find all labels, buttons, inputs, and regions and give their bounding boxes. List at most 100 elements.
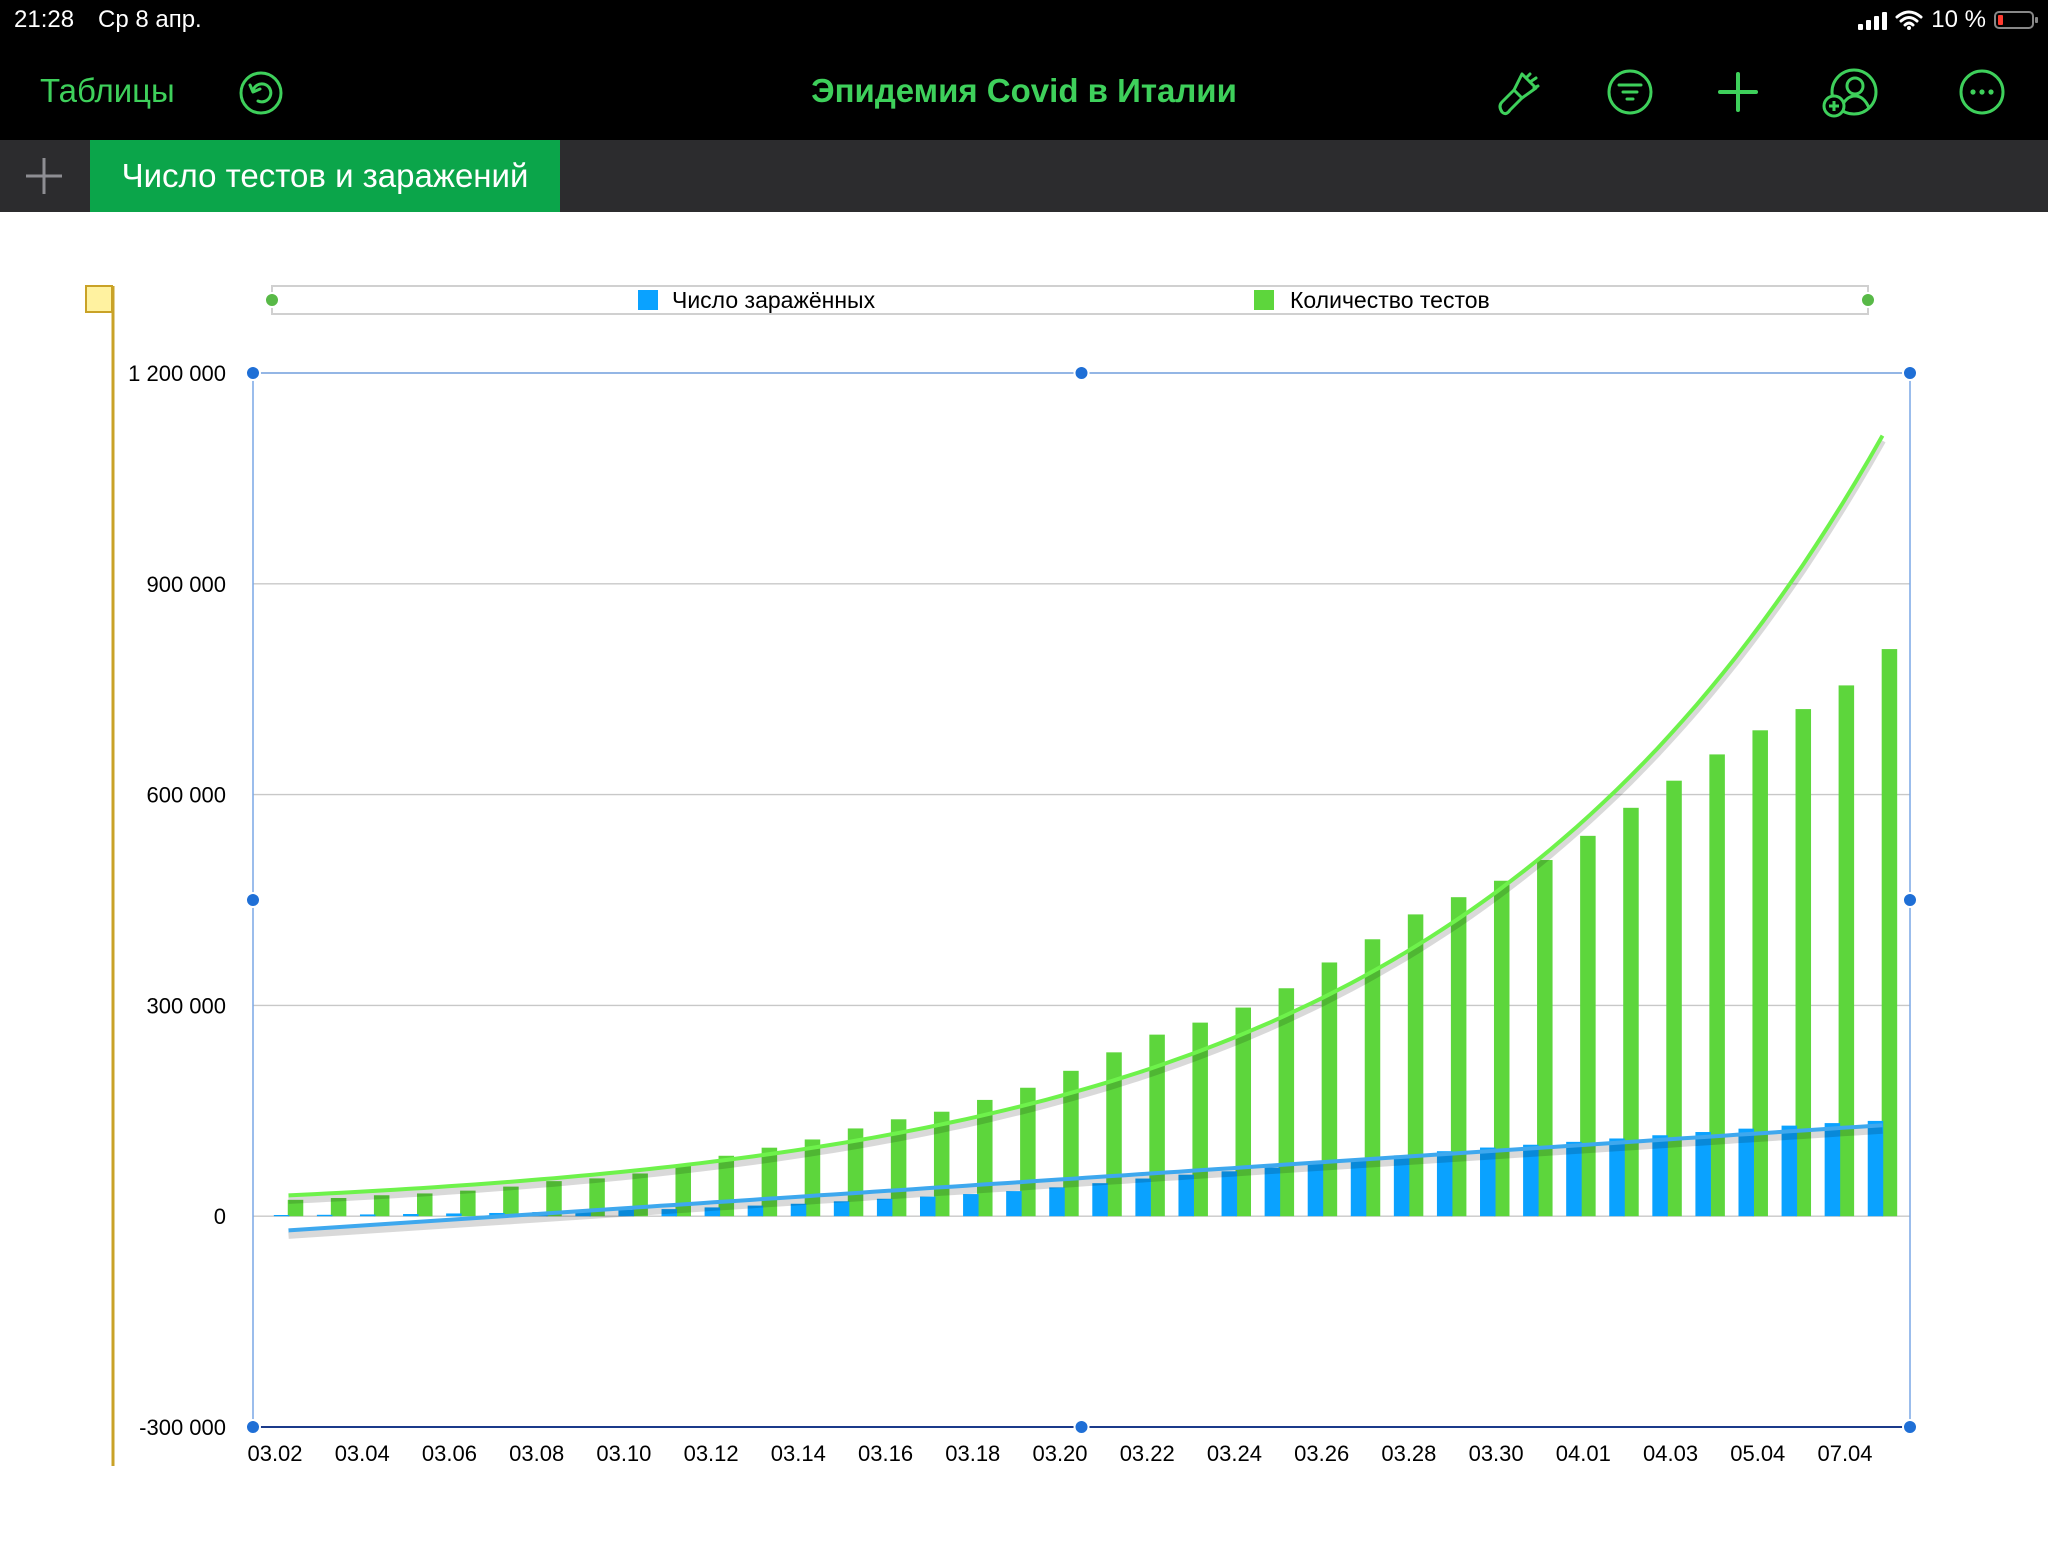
- x-tick-label: 03.14: [771, 1441, 826, 1466]
- chart[interactable]: Число заражённых Количество тестов 1 200…: [0, 212, 2048, 1536]
- bar-infected: [446, 1213, 462, 1217]
- bar-tests: [1192, 1022, 1208, 1217]
- battery-percent: 10 %: [1931, 6, 1986, 33]
- resize-handle[interactable]: [245, 365, 261, 381]
- bar-tests: [1407, 914, 1424, 1217]
- bar-infected: [403, 1214, 419, 1217]
- y-tick-label: 300 000: [146, 993, 226, 1018]
- x-tick-label: 05.04: [1730, 1441, 1785, 1466]
- bar-tests: [546, 1181, 562, 1217]
- bar-infected: [1695, 1132, 1711, 1217]
- row-header-handle[interactable]: [85, 285, 113, 313]
- bar-tests: [1623, 807, 1639, 1217]
- battery-icon: [1994, 11, 2038, 29]
- bar-infected: [273, 1215, 290, 1217]
- bar-infected: [661, 1209, 678, 1217]
- bar-infected: [1135, 1178, 1151, 1217]
- y-axis-labels: 1 200 000 900 000 600 000 300 000 0 -300 000: [128, 361, 226, 1440]
- resize-handle[interactable]: [1902, 892, 1918, 908]
- trendlines: [288, 434, 1886, 1239]
- bar-infected: [876, 1198, 893, 1217]
- bar-infected: [1609, 1138, 1625, 1217]
- bar-infected: [1221, 1171, 1238, 1217]
- bar-infected: [747, 1205, 764, 1217]
- bar-infected: [1480, 1147, 1496, 1217]
- cellular-signal-icon: [1858, 10, 1888, 30]
- bar-tests: [417, 1193, 433, 1217]
- filter-icon[interactable]: [1606, 68, 1654, 116]
- y-tick-label: 600 000: [146, 783, 226, 808]
- bar-infected: [704, 1207, 721, 1217]
- bar-tests: [1795, 709, 1812, 1217]
- bar-infected: [489, 1212, 505, 1217]
- add-sheet-icon[interactable]: [0, 140, 88, 212]
- bar-infected: [1436, 1151, 1453, 1217]
- bar-tests: [589, 1178, 605, 1217]
- bar-infected: [1523, 1144, 1539, 1217]
- bar-infected: [1178, 1174, 1194, 1217]
- bar-infected: [919, 1196, 936, 1217]
- x-tick-label: 03.04: [335, 1441, 390, 1466]
- plus-icon[interactable]: [1714, 68, 1762, 116]
- legend[interactable]: Число заражённых Количество тестов: [264, 285, 1876, 315]
- format-brush-icon[interactable]: [1492, 68, 1544, 120]
- x-tick-label: 04.03: [1643, 1441, 1698, 1466]
- bar-tests: [1020, 1087, 1036, 1217]
- bar-tests: [373, 1195, 390, 1217]
- resize-handle[interactable]: [245, 892, 261, 908]
- x-axis-labels: 03.02 03.04 03.06 03.08 03.10 03.12 03.14 03.16…: [247, 1441, 1872, 1466]
- bar-infected: [790, 1203, 807, 1217]
- bar-infected: [1006, 1191, 1022, 1217]
- x-tick-label: 03.24: [1207, 1441, 1262, 1466]
- x-tick-label: 07.04: [1817, 1441, 1872, 1466]
- y-tick-label: 1 200 000: [128, 361, 226, 386]
- resize-handle[interactable]: [1902, 1419, 1918, 1435]
- bar-tests: [1666, 780, 1682, 1217]
- legend-label-tests: Количество тестов: [1290, 287, 1490, 313]
- bar-infected: [1350, 1159, 1367, 1217]
- x-tick-label: 03.18: [945, 1441, 1000, 1466]
- bar-infected: [1738, 1128, 1754, 1217]
- bar-tests: [1881, 649, 1898, 1217]
- trendline-infected-shadow: [288, 1126, 1883, 1239]
- bar-tests: [1752, 730, 1768, 1217]
- x-tick-label: 03.22: [1120, 1441, 1175, 1466]
- legend-frame: [271, 285, 1869, 315]
- bar-tests: [1321, 962, 1338, 1217]
- resize-handle[interactable]: [1073, 1419, 1090, 1435]
- bar-tests: [287, 1199, 304, 1217]
- bar-tests: [503, 1186, 519, 1217]
- bar-tests: [460, 1190, 476, 1217]
- bar-tests: [1364, 939, 1381, 1217]
- more-icon[interactable]: [1958, 68, 2006, 116]
- grid-lines: [253, 372, 1910, 1428]
- resize-handle[interactable]: [1902, 365, 1918, 381]
- collaborate-icon[interactable]: [1822, 68, 1880, 120]
- x-tick-label: 04.01: [1556, 1441, 1611, 1466]
- sheet-canvas: Число заражённых Количество тестов 1 200…: [0, 212, 2048, 1536]
- back-button[interactable]: Таблицы: [40, 72, 175, 109]
- bar-infected: [618, 1209, 634, 1217]
- bar-infected: [963, 1194, 979, 1217]
- y-tick-label: -300 000: [139, 1415, 226, 1440]
- status-right: 10 %: [1858, 6, 2038, 34]
- tab-active-sheet[interactable]: Число тестов и заражений: [90, 140, 560, 212]
- bar-infected: [1867, 1120, 1884, 1217]
- resize-handle[interactable]: [1073, 365, 1090, 381]
- bar-infected: [1393, 1155, 1410, 1217]
- y-tick-label: 0: [214, 1204, 226, 1229]
- y-tick-label: 900 000: [146, 572, 226, 597]
- wifi-icon: [1895, 10, 1923, 30]
- legend-handle-left[interactable]: [264, 292, 280, 308]
- bar-infected: [1566, 1141, 1582, 1217]
- sheet-tab-bar: Число тестов и заражений: [0, 140, 2048, 212]
- resize-handle[interactable]: [245, 1419, 261, 1435]
- undo-icon[interactable]: [238, 70, 284, 116]
- x-tick-label: 03.12: [684, 1441, 739, 1466]
- x-tick-label: 03.30: [1469, 1441, 1524, 1466]
- bar-infected: [1049, 1187, 1065, 1217]
- bar-infected: [833, 1201, 850, 1217]
- status-time: 21:28: [14, 6, 75, 33]
- bar-tests: [1709, 754, 1725, 1217]
- legend-handle-right[interactable]: [1860, 292, 1876, 308]
